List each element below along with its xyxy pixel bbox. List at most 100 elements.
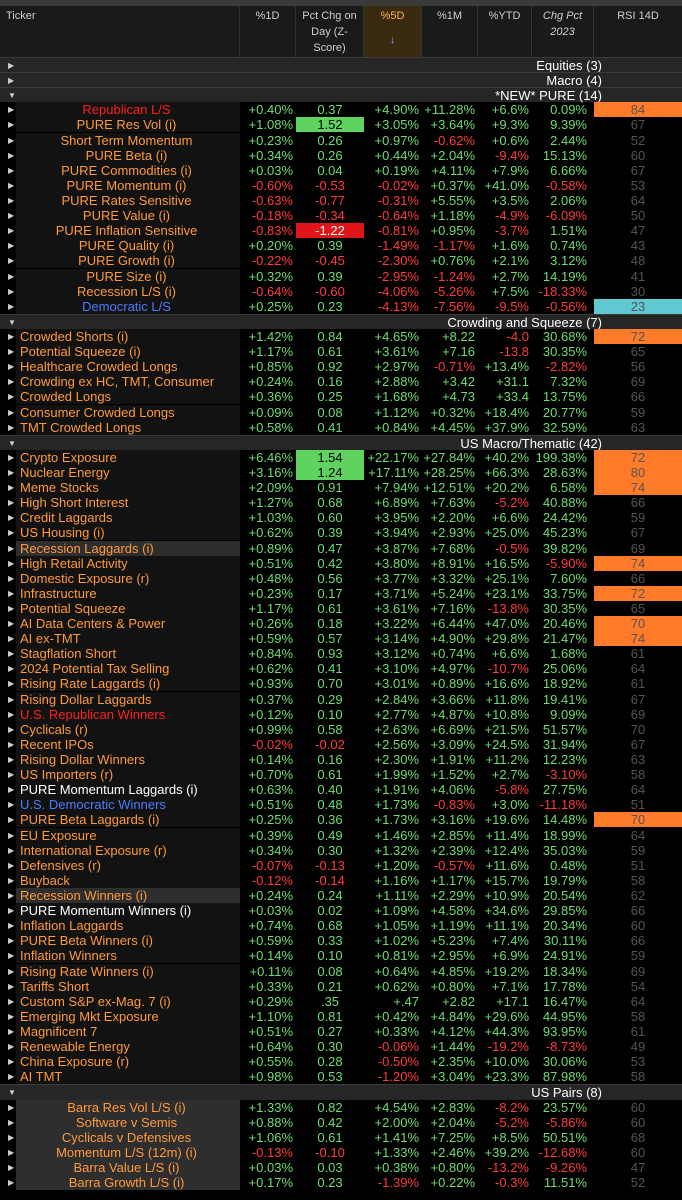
col-header-chg2023[interactable]: Chg Pct 2023 [532,6,594,58]
triangle-right-icon[interactable]: ▶ [8,105,15,115]
table-row[interactable]: ▶ Potential Squeeze +1.17% 0.61 +3.61% +7.16%… [0,600,682,616]
ticker-cell[interactable]: Meme Stocks [16,480,240,496]
ticker-cell[interactable]: Nuclear Energy [16,464,240,480]
triangle-right-icon[interactable]: ▶ [8,891,15,901]
triangle-down-icon[interactable]: ▼ [8,1088,16,1098]
table-row[interactable]: ▶ PURE Size (i) +0.32% 0.39 -2.95% -1.24% +2.7… [0,268,682,284]
ticker-cell[interactable]: Domestic Exposure (r) [16,570,240,586]
table-row[interactable]: ▶ Inflation Winners +0.14% 0.10 +0.81% +2.95%… [0,948,682,964]
table-row[interactable]: ▶ PURE Momentum Laggards (i) +0.63% 0.40 +1.… [0,782,682,798]
triangle-right-icon[interactable]: ▶ [8,377,15,387]
ticker-cell[interactable]: International Exposure (r) [16,842,240,858]
table-row[interactable]: ▶ Recent IPOs -0.02% -0.02 +2.56% +3.09% +24.5… [0,736,682,752]
ticker-cell[interactable]: AI TMT [16,1069,240,1085]
triangle-right-icon[interactable]: ▶ [8,211,15,221]
group-header-row[interactable]: ▼ Crowding and Squeeze (7) [0,313,682,330]
ticker-cell[interactable]: Emerging Mkt Exposure [16,1008,240,1024]
ticker-cell[interactable]: Consumer Crowded Longs [16,404,240,420]
ticker-cell[interactable]: Cyclicals v Defensives [16,1129,240,1145]
ticker-cell[interactable]: Infrastructure [16,585,240,601]
triangle-right-icon[interactable]: ▶ [8,679,15,689]
table-row[interactable]: ▶ Barra Growth L/S (i) +0.17% 0.23 -1.39% +0.… [0,1175,682,1191]
triangle-right-icon[interactable]: ▶ [8,694,15,704]
table-row[interactable]: ▶ Meme Stocks +2.09% 0.91 +7.94% +12.51% +20.2… [0,480,682,496]
triangle-right-icon[interactable]: ▶ [8,1011,15,1021]
ticker-cell[interactable]: AI ex-TMT [16,631,240,647]
triangle-right-icon[interactable]: ▶ [8,573,15,583]
table-row[interactable]: ▶ High Retail Activity +0.51% 0.42 +3.80% +8.… [0,555,682,571]
table-row[interactable]: ▶ Crowded Longs +0.36% 0.25 +1.68% +4.73 +33.4… [0,389,682,405]
triangle-right-icon[interactable]: ▶ [8,76,15,86]
triangle-right-icon[interactable]: ▶ [8,739,15,749]
triangle-right-icon[interactable]: ▶ [8,709,15,719]
triangle-right-icon[interactable]: ▶ [8,165,15,175]
triangle-right-icon[interactable]: ▶ [8,921,15,931]
table-row[interactable]: ▶ Domestic Exposure (r) +0.48% 0.56 +3.77% +3… [0,570,682,586]
table-row[interactable]: ▶ Renewable Energy +0.64% 0.30 -0.06% +1.44% -… [0,1039,682,1055]
ticker-cell[interactable]: Momentum L/S (12m) (i) [16,1144,240,1160]
group-header-row[interactable]: ▶ Macro (4) [0,72,682,88]
triangle-right-icon[interactable]: ▶ [8,800,15,810]
triangle-right-icon[interactable]: ▶ [8,226,15,236]
triangle-right-icon[interactable]: ▶ [8,498,15,508]
table-row[interactable]: ▶ Barra Res Vol L/S (i) +1.33% 0.82 +4.54% +2… [0,1099,682,1115]
triangle-right-icon[interactable]: ▶ [8,830,15,840]
triangle-right-icon[interactable]: ▶ [8,936,15,946]
ticker-cell[interactable]: PURE Size (i) [16,268,240,284]
group-header-row[interactable]: ▼ *NEW* PURE (14) [0,87,682,103]
col-header-1d[interactable]: %1D [240,6,296,58]
ticker-cell[interactable]: Buyback [16,872,240,888]
ticker-cell[interactable]: US Housing (i) [16,525,240,541]
triangle-right-icon[interactable]: ▶ [8,271,15,281]
table-row[interactable]: ▶ Rising Dollar Laggards +0.37% 0.29 +2.84% +… [0,691,682,707]
table-row[interactable]: ▶ Software v Semis +0.88% 0.42 +2.00% +2.04% -… [0,1114,682,1130]
triangle-right-icon[interactable]: ▶ [8,981,15,991]
triangle-right-icon[interactable]: ▶ [8,392,15,402]
ticker-cell[interactable]: Rising Dollar Winners [16,752,240,768]
table-row[interactable]: ▶ Recession L/S (i) -0.64% -0.60 -4.06% -5.26… [0,283,682,299]
table-row[interactable]: ▶ 2024 Potential Tax Selling +0.62% 0.41 +3.… [0,661,682,677]
triangle-right-icon[interactable]: ▶ [8,241,15,251]
ticker-cell[interactable]: High Short Interest [16,495,240,511]
table-row[interactable]: ▶ Recession Laggards (i) +0.89% 0.47 +3.87% +… [0,540,682,556]
ticker-cell[interactable]: U.S. Democratic Winners [16,797,240,813]
table-row[interactable]: ▶ Rising Rate Winners (i) +0.11% 0.08 +0.64%… [0,963,682,979]
ticker-cell[interactable]: Custom S&P ex-Mag. 7 (i) [16,993,240,1009]
triangle-right-icon[interactable]: ▶ [8,724,15,734]
table-row[interactable]: ▶ US Housing (i) +0.62% 0.39 +3.94% +2.93% +25… [0,525,682,541]
triangle-down-icon[interactable]: ▼ [8,438,16,448]
table-row[interactable]: ▶ Defensives (r) -0.07% -0.13 +1.20% -0.57% +1… [0,857,682,873]
triangle-right-icon[interactable]: ▶ [8,286,15,296]
table-row[interactable]: ▶ Stagflation Short +0.84% 0.93 +3.12% +0.74%… [0,646,682,662]
ticker-cell[interactable]: Short Term Momentum [16,132,240,148]
table-row[interactable]: ▶ Short Term Momentum +0.23% 0.26 +0.97% -0.6… [0,132,682,148]
triangle-right-icon[interactable]: ▶ [8,452,15,462]
table-row[interactable]: ▶ Custom S&P ex-Mag. 7 (i) +0.29% .35 +.47 +2… [0,993,682,1009]
ticker-cell[interactable]: Barra Res Vol L/S (i) [16,1099,240,1115]
ticker-cell[interactable]: Inflation Laggards [16,918,240,934]
ticker-cell[interactable]: Rising Rate Laggards (i) [16,676,240,692]
table-row[interactable]: ▶ Potential Squeeze (i) +1.17% 0.61 +3.61% +7… [0,344,682,360]
triangle-right-icon[interactable]: ▶ [8,603,15,613]
group-header-row[interactable]: ▼ US Macro/Thematic (42) [0,434,682,451]
table-row[interactable]: ▶ Momentum L/S (12m) (i) -0.13% -0.10 +1.33%… [0,1144,682,1160]
ticker-cell[interactable]: Crowded Longs [16,389,240,405]
triangle-right-icon[interactable]: ▶ [8,513,15,523]
ticker-cell[interactable]: PURE Commodities (i) [16,162,240,178]
ticker-cell[interactable]: China Exposure (r) [16,1054,240,1070]
triangle-right-icon[interactable]: ▶ [8,664,15,674]
ticker-cell[interactable]: Stagflation Short [16,646,240,662]
ticker-cell[interactable]: PURE Momentum (i) [16,177,240,193]
ticker-cell[interactable]: Recent IPOs [16,736,240,752]
ticker-cell[interactable]: Tariffs Short [16,978,240,994]
triangle-right-icon[interactable]: ▶ [8,180,15,190]
table-row[interactable]: ▶ AI Data Centers & Power +0.26% 0.18 +3.22%… [0,616,682,632]
ticker-cell[interactable]: PURE Momentum Winners (i) [16,903,240,919]
triangle-right-icon[interactable]: ▶ [8,1042,15,1052]
triangle-right-icon[interactable]: ▶ [8,1102,15,1112]
triangle-right-icon[interactable]: ▶ [8,649,15,659]
table-row[interactable]: ▶ EU Exposure +0.39% 0.49 +1.46% +2.85% +11.4%… [0,827,682,843]
triangle-right-icon[interactable]: ▶ [8,407,15,417]
triangle-right-icon[interactable]: ▶ [8,785,15,795]
ticker-cell[interactable]: Software v Semis [16,1114,240,1130]
